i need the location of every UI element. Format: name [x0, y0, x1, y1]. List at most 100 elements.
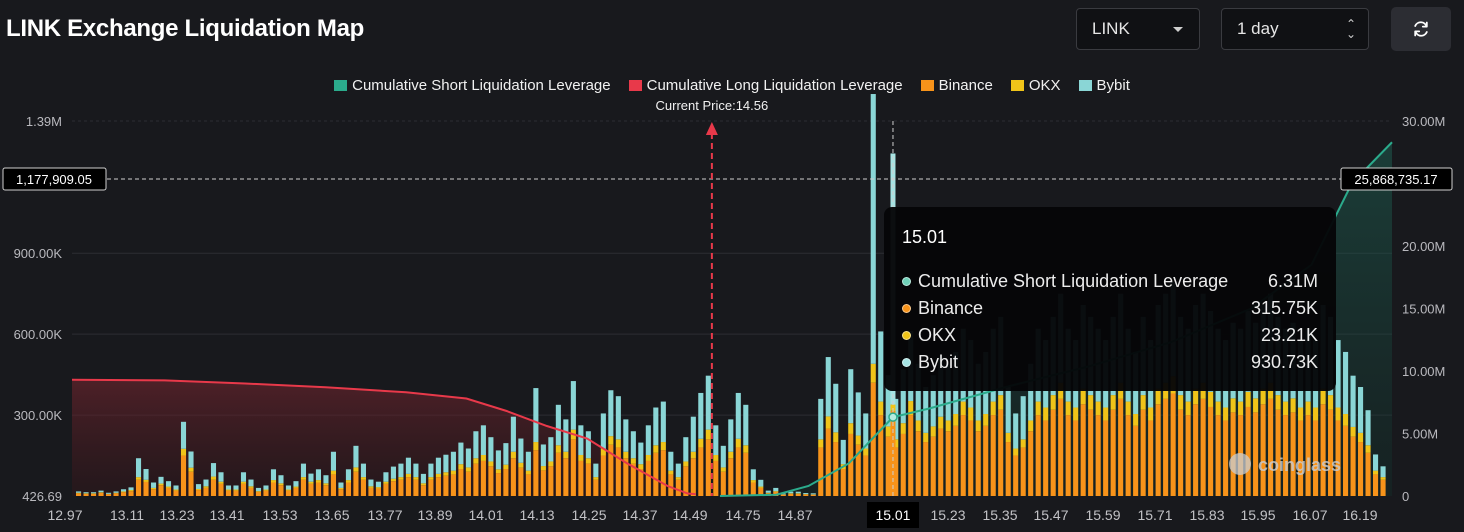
legend-item-cumulative-short[interactable]: Cumulative Short Liquidation Leverage: [334, 77, 611, 94]
bar-binance: [338, 489, 344, 496]
bar-bybit: [315, 469, 322, 481]
cumulative-long-line: [71, 378, 696, 496]
bar-binance: [413, 479, 419, 496]
bar-okx: [893, 439, 899, 448]
bar-bybit: [600, 413, 606, 449]
bar-okx: [758, 486, 764, 488]
legend-item-binance[interactable]: Binance: [920, 77, 993, 94]
bar-okx: [150, 487, 157, 490]
bar-bybit: [180, 421, 187, 449]
legend-label: Cumulative Long Liquidation Leverage: [646, 77, 903, 94]
bar-binance: [525, 474, 531, 496]
bar-binance: [653, 452, 659, 496]
bar-bybit: [698, 392, 704, 439]
bar-binance: [435, 477, 441, 496]
bar-binance: [1208, 406, 1214, 496]
bar-binance: [1095, 415, 1101, 496]
bar-okx: [173, 489, 179, 491]
bar-okx: [1043, 407, 1049, 421]
symbol-select[interactable]: LINK: [1076, 8, 1200, 50]
bar-okx: [98, 492, 104, 493]
bar-binance: [1005, 442, 1011, 496]
bar-okx: [398, 477, 404, 480]
bar-okx: [480, 454, 486, 461]
bar-binance: [1253, 412, 1259, 496]
bar-binance: [735, 447, 741, 496]
bar-bybit: [225, 485, 232, 490]
bar-okx: [1343, 413, 1349, 426]
bar-bybit: [803, 493, 809, 495]
bar-okx: [930, 426, 936, 437]
bar-binance: [248, 487, 254, 496]
bar-binance: [683, 466, 689, 496]
legend-item-cumulative-long[interactable]: Cumulative Long Liquidation Leverage: [628, 77, 903, 94]
bar-bybit: [203, 479, 209, 487]
crosshair-y-left-label-box: [2, 167, 107, 191]
bar-binance: [503, 469, 509, 496]
bar-okx: [473, 458, 479, 464]
bar-binance: [698, 447, 704, 496]
bar-bybit: [765, 490, 771, 493]
x-tick-label: 15.47: [1033, 507, 1068, 523]
bar-binance: [345, 482, 351, 496]
bar-bybit: [263, 485, 269, 490]
bar-bybit: [548, 437, 554, 462]
bar-okx: [825, 416, 831, 429]
y-left-tick-label: 426.69: [22, 489, 62, 504]
bar-okx: [960, 401, 966, 416]
bar-bybit: [1380, 466, 1386, 478]
bar-bybit: [233, 485, 239, 490]
bar-okx: [113, 492, 119, 494]
bar-okx: [945, 420, 951, 432]
bar-bybit: [255, 487, 262, 492]
legend-item-bybit[interactable]: Bybit: [1078, 77, 1130, 94]
bar-bybit: [1028, 363, 1034, 421]
bar-okx: [120, 491, 127, 493]
bar-binance: [1298, 420, 1304, 496]
bar-okx: [300, 477, 307, 480]
bar-bybit: [435, 457, 441, 474]
y-right-tick-label: 20.00M: [1402, 239, 1445, 254]
chart-overlays: Current Price:14.56 1,177,909.05 25,868,73…: [2, 98, 1453, 496]
bar-bybit: [375, 481, 381, 488]
bar-binance: [788, 493, 794, 496]
refresh-button[interactable]: [1391, 7, 1451, 51]
bar-binance: [405, 477, 411, 496]
bar-binance: [878, 415, 884, 496]
legend-label: Bybit: [1096, 77, 1130, 94]
tooltip-title: 15.01: [902, 227, 948, 247]
bar-okx: [743, 445, 749, 453]
legend-item-okx[interactable]: OKX: [1010, 77, 1061, 94]
bar-bybit: [593, 463, 599, 478]
x-tick-label: 14.75: [725, 507, 760, 523]
bar-okx: [128, 490, 134, 492]
bar-binance: [465, 471, 471, 496]
bar-okx: [1020, 439, 1026, 448]
bar-binance: [990, 415, 996, 496]
bar-binance: [578, 460, 584, 496]
bar-binance: [495, 473, 501, 496]
bar-okx: [623, 451, 629, 459]
bar-binance: [1073, 420, 1079, 496]
bar-okx: [608, 436, 614, 445]
bar-okx: [615, 439, 621, 448]
bar-bybit: [488, 437, 494, 462]
bar-binance: [323, 485, 329, 496]
bar-okx: [1223, 407, 1229, 421]
bar-okx: [653, 445, 659, 453]
x-tick-label: 15.83: [1189, 507, 1224, 523]
bar-okx: [488, 461, 494, 467]
bar-okx: [1305, 401, 1311, 416]
bar-binance: [728, 458, 734, 496]
bar-okx: [1230, 398, 1236, 413]
bar-okx: [390, 478, 396, 482]
bar-binance: [383, 483, 389, 496]
bar-bybit: [615, 396, 621, 440]
time-range-select[interactable]: 1 day ⌃ ⌄: [1221, 8, 1369, 50]
bar-binance: [1365, 452, 1371, 496]
bar-okx: [368, 486, 374, 488]
bar-binance: [488, 466, 494, 496]
bar-binance: [1133, 425, 1139, 496]
bar-okx: [630, 458, 636, 464]
bar-okx: [1350, 426, 1356, 437]
